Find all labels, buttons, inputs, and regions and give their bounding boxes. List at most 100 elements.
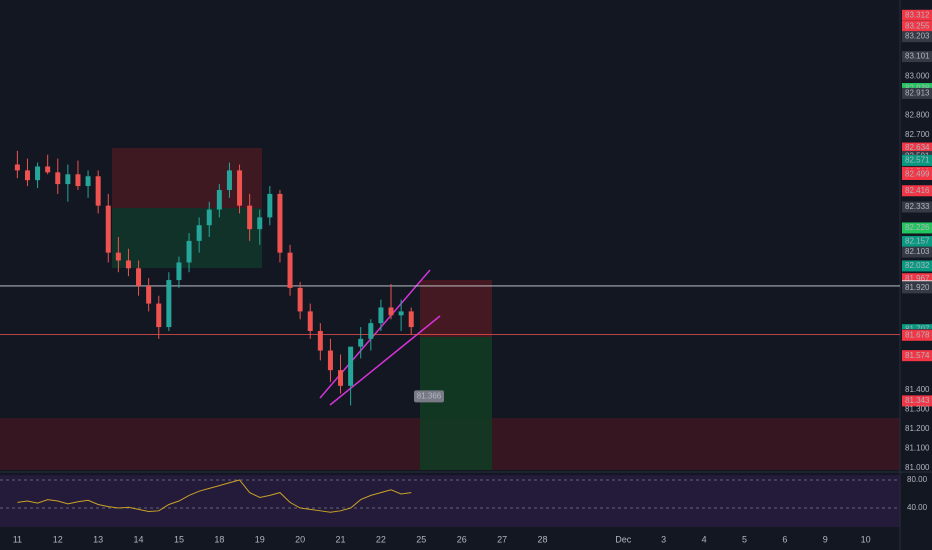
price-label: 82.913 <box>905 89 930 98</box>
candle-body <box>297 287 303 312</box>
candle-body <box>65 174 71 185</box>
price-tag <box>902 9 932 21</box>
candle-body <box>24 170 30 181</box>
price-label: 83.203 <box>905 32 930 41</box>
candle-body <box>378 307 384 324</box>
candle-body <box>196 225 202 241</box>
candle-body <box>408 311 414 328</box>
price-label: 83.000 <box>905 71 930 80</box>
zone <box>112 148 262 208</box>
price-tag <box>902 222 932 234</box>
candle-body <box>358 338 364 347</box>
tooltip <box>414 390 444 403</box>
x-tick-label: 6 <box>782 534 787 544</box>
price-tag <box>902 142 932 154</box>
x-tick-label: 25 <box>416 534 426 544</box>
price-label: 82.634 <box>905 143 930 152</box>
channel-line <box>329 315 441 406</box>
candle-body <box>398 311 404 316</box>
price-tag <box>902 235 932 247</box>
x-tick-label: 19 <box>255 534 265 544</box>
candle-body <box>257 217 263 230</box>
price-tag <box>902 20 932 32</box>
x-tick-label: 28 <box>537 534 547 544</box>
x-tick-label: Dec <box>615 534 632 544</box>
price-label: 81.678 <box>905 330 930 339</box>
candle-body <box>95 176 101 206</box>
candle-body <box>186 240 192 263</box>
candle-body <box>156 303 162 328</box>
candle-body <box>75 174 81 187</box>
price-label: 82.157 <box>905 237 930 246</box>
zone <box>420 337 492 470</box>
price-tag <box>902 329 932 341</box>
x-tick-label: 3 <box>661 534 666 544</box>
price-tag <box>902 282 932 294</box>
x-tick-label: 9 <box>823 534 828 544</box>
candle-body <box>206 209 212 226</box>
candle-body <box>237 170 243 206</box>
candle-body <box>216 189 222 210</box>
candle-body <box>368 323 374 339</box>
x-tick-label: 21 <box>336 534 346 544</box>
candle-body <box>317 330 323 351</box>
candle-body <box>136 268 142 286</box>
x-tick-label: 10 <box>861 534 871 544</box>
candle-body <box>247 205 253 230</box>
candle-body <box>35 166 41 181</box>
x-tick-label: 15 <box>174 534 184 544</box>
price-label: 81.574 <box>905 351 930 360</box>
candle-body <box>166 280 172 328</box>
price-label: 82.571 <box>905 156 930 165</box>
x-tick-label: 4 <box>702 534 707 544</box>
candle-body <box>226 170 232 190</box>
candle-body <box>85 176 91 187</box>
zone <box>420 280 492 337</box>
x-tick-label: 26 <box>457 534 467 544</box>
price-tag <box>902 87 932 99</box>
candle-body <box>388 307 394 316</box>
x-tick-label: 18 <box>214 534 224 544</box>
x-tick-label: 13 <box>93 534 103 544</box>
tooltip-label: 81.366 <box>417 392 442 401</box>
x-tick-label: 14 <box>134 534 144 544</box>
candle-body <box>146 285 152 304</box>
x-tick-label: 5 <box>742 534 747 544</box>
price-label: 81.920 <box>905 283 930 292</box>
candle-body <box>105 205 111 253</box>
rsi-line <box>17 479 412 513</box>
price-tag <box>902 169 932 181</box>
price-label: 81.000 <box>905 463 930 472</box>
candle-body <box>307 311 313 331</box>
price-label: 82.700 <box>905 130 930 139</box>
price-label: 82.226 <box>905 223 930 232</box>
price-label: 82.800 <box>905 111 930 120</box>
price-label: 82.103 <box>905 247 930 256</box>
candle-body <box>45 166 51 173</box>
x-tick-label: 11 <box>13 534 22 544</box>
price-tag <box>902 185 932 197</box>
price-label: 82.416 <box>905 186 930 195</box>
price-label: 81.200 <box>905 424 930 433</box>
price-tag <box>902 31 932 43</box>
price-label: 82.032 <box>905 261 930 270</box>
candle-body <box>267 193 273 218</box>
price-label: 81.100 <box>905 444 930 453</box>
candle-body <box>327 350 333 371</box>
price-tag <box>902 260 932 272</box>
candle-body <box>338 370 344 386</box>
price-label: 81.967 <box>905 274 930 283</box>
price-label: 81.300 <box>905 404 930 413</box>
candle-body <box>115 252 121 261</box>
price-tag <box>902 51 932 63</box>
x-tick-label: 22 <box>376 534 386 544</box>
price-label: 81.343 <box>905 396 930 405</box>
price-label: 82.333 <box>905 202 930 211</box>
candle-body <box>55 172 61 185</box>
candle-body <box>125 260 131 269</box>
candle-body <box>348 346 354 386</box>
price-label: 83.101 <box>905 52 930 61</box>
price-tag <box>902 273 932 285</box>
candle-body <box>287 252 293 288</box>
